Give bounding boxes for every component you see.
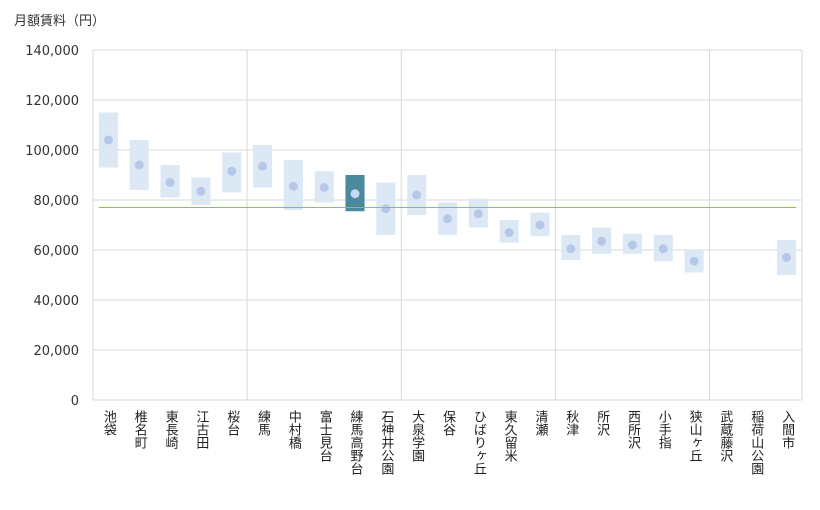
avg-point-10 [381, 204, 391, 214]
avg-point-19 [658, 244, 668, 254]
x-tick-label: 桜台 [224, 410, 240, 436]
y-tick-label: 100,000 [25, 144, 79, 159]
y-tick-label: 20,000 [34, 344, 80, 359]
x-tick-label: 練馬 [255, 410, 271, 436]
y-axis-ticks: 0 20,000 40,000 60,000 80,000 100,000 120,000 1… [25, 44, 79, 409]
x-tick-label: 武蔵藤沢 [717, 410, 733, 462]
avg-point-2 [134, 160, 144, 170]
y-tick-label: 140,000 [25, 44, 79, 59]
x-tick-label: 西所沢 [625, 410, 641, 449]
avg-point-3 [165, 178, 175, 187]
avg-point-23 [782, 253, 792, 262]
avg-point-11 [412, 190, 422, 200]
avg-point-8 [319, 183, 329, 192]
avg-point-4 [196, 186, 206, 196]
avg-point-1 [103, 135, 113, 145]
x-tick-label: 狭山ヶ丘 [687, 410, 703, 462]
y-axis-title: 月額賃料（円） [14, 14, 105, 29]
x-tick-label: 中村橋 [286, 410, 302, 450]
avg-point-16 [566, 244, 576, 254]
x-tick-label: 保谷 [440, 410, 456, 436]
avg-point-6 [258, 161, 268, 171]
x-tick-label: 清瀬 [532, 410, 548, 436]
x-tick-label: 稲荷山公園 [748, 410, 764, 475]
average-points [103, 135, 792, 266]
avg-point-15 [535, 220, 545, 230]
x-tick-label: 入間市 [779, 410, 795, 449]
x-tick-label: 池袋 [101, 410, 117, 436]
avg-point-9 [350, 189, 360, 199]
x-tick-label: ひばりヶ丘 [471, 410, 487, 475]
y-tick-label: 120,000 [25, 94, 79, 109]
avg-point-17 [597, 236, 607, 246]
y-tick-label: 80,000 [34, 194, 80, 209]
x-tick-label: 練馬高野台 [348, 410, 364, 475]
avg-point-12 [443, 214, 452, 224]
y-tick-label: 40,000 [34, 294, 80, 309]
x-tick-label: 東久留米 [502, 409, 518, 462]
x-tick-label: 富士見台 [317, 409, 333, 462]
x-axis-ticks: 池袋 椎名町 東長崎 江古田 桜台 練馬 中村橋 富士見台 練馬高野台 石神井公園 大泉学園 保谷 ひば… [101, 409, 795, 475]
avg-point-20 [689, 256, 699, 266]
x-tick-label: 東長崎 [163, 409, 179, 449]
x-tick-label: 石神井公園 [378, 410, 394, 475]
avg-point-7 [288, 181, 298, 191]
avg-point-5 [227, 166, 237, 176]
grid [92, 49, 803, 401]
y-tick-label: 0 [71, 394, 79, 409]
x-tick-label: 大泉学園 [409, 410, 425, 462]
y-tick-label: 60,000 [34, 244, 80, 259]
x-tick-label: 江古田 [193, 410, 209, 449]
x-tick-label: 椎名町 [132, 410, 148, 449]
x-tick-label: 秋津 [563, 410, 579, 436]
avg-point-18 [627, 240, 637, 250]
avg-point-13 [473, 209, 483, 219]
avg-point-14 [504, 228, 514, 237]
x-tick-label: 小手指 [656, 410, 672, 449]
x-tick-label: 所沢 [594, 410, 610, 436]
